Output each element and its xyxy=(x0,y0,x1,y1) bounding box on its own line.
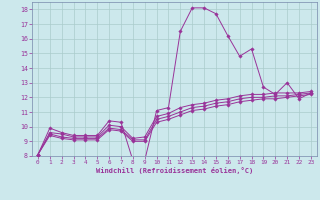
X-axis label: Windchill (Refroidissement éolien,°C): Windchill (Refroidissement éolien,°C) xyxy=(96,167,253,174)
